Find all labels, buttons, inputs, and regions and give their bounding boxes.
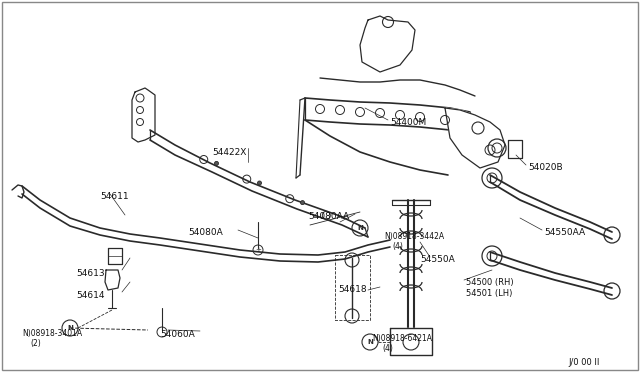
Circle shape	[257, 181, 262, 185]
Text: 54080AA: 54080AA	[308, 212, 349, 221]
Polygon shape	[508, 140, 522, 158]
Polygon shape	[390, 328, 432, 355]
Polygon shape	[132, 88, 155, 142]
Text: 54611: 54611	[100, 192, 129, 201]
Text: +: +	[255, 247, 261, 253]
Text: 54080A: 54080A	[188, 228, 223, 237]
Text: 54400M: 54400M	[390, 118, 426, 127]
Circle shape	[301, 201, 305, 205]
Text: N)08918-3401A: N)08918-3401A	[22, 329, 82, 338]
Text: (2): (2)	[30, 339, 41, 348]
Text: (4): (4)	[382, 344, 393, 353]
Text: N: N	[367, 339, 373, 345]
Circle shape	[214, 161, 218, 166]
Text: 54618: 54618	[338, 285, 367, 294]
Text: N: N	[357, 225, 363, 231]
Text: 54020B: 54020B	[528, 163, 563, 172]
Text: 54501 (LH): 54501 (LH)	[466, 289, 513, 298]
Text: (4): (4)	[392, 242, 403, 251]
Text: 54550AA: 54550AA	[544, 228, 585, 237]
Polygon shape	[360, 16, 415, 72]
Text: 54422X: 54422X	[212, 148, 246, 157]
Text: 54613: 54613	[76, 269, 104, 278]
Text: 54060A: 54060A	[160, 330, 195, 339]
Text: J/0 00 II: J/0 00 II	[568, 358, 600, 367]
Polygon shape	[445, 108, 505, 168]
Text: N: N	[67, 325, 73, 331]
Text: N)08918-6421A: N)08918-6421A	[372, 334, 432, 343]
Text: 54614: 54614	[76, 291, 104, 300]
Polygon shape	[105, 270, 120, 290]
Text: 54500 (RH): 54500 (RH)	[466, 278, 514, 287]
Text: N)08918-3442A: N)08918-3442A	[384, 232, 444, 241]
Polygon shape	[108, 248, 122, 264]
Text: 54550A: 54550A	[420, 255, 455, 264]
